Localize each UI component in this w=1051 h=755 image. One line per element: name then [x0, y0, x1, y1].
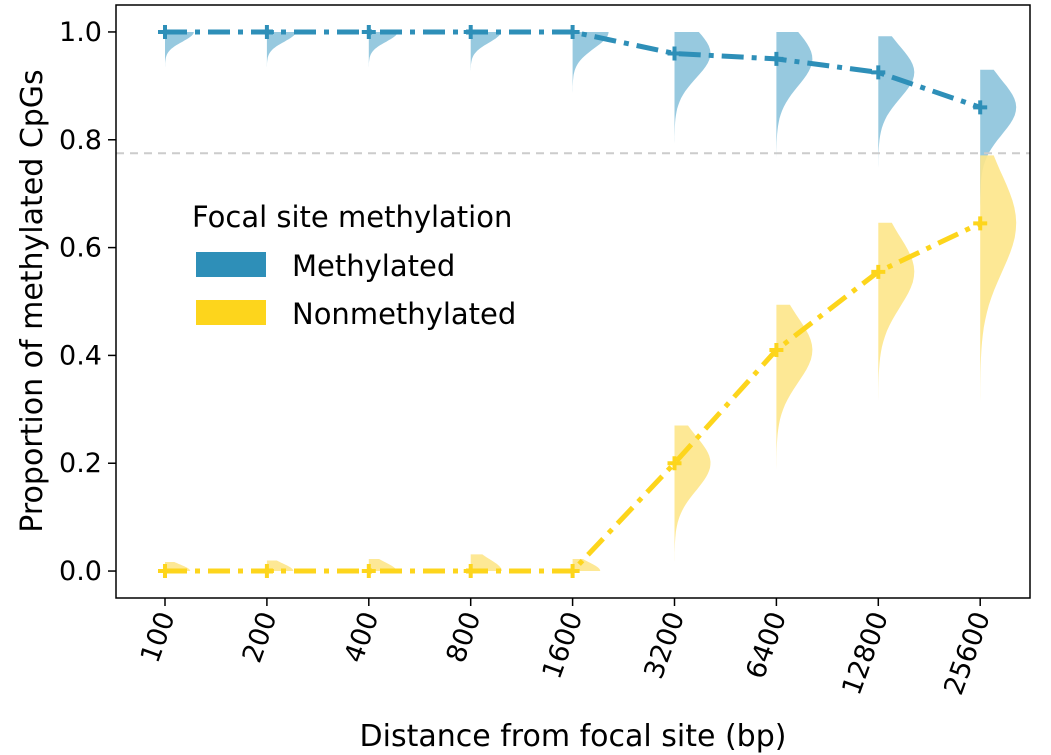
- violin-nonmethylated-800: [470, 554, 502, 571]
- legend-swatch-nonmethylated: [196, 300, 266, 325]
- y-tick-label: 1.0: [59, 17, 102, 48]
- marker-nonmethylated-200: [259, 564, 274, 579]
- marker-nonmethylated-3200: [667, 456, 682, 471]
- violin-nonmethylated-12800: [878, 222, 915, 483]
- legend-label-methylated: Methylated: [292, 249, 455, 283]
- marker-methylated-3200: [667, 46, 682, 61]
- y-tick-label: 0.2: [59, 448, 102, 479]
- marker-nonmethylated-800: [463, 564, 478, 579]
- marker-nonmethylated-1600: [565, 564, 580, 579]
- violin-methylated-3200: [674, 32, 711, 200]
- y-tick-label: 0.6: [59, 233, 102, 264]
- violin-methylated-100: [165, 32, 194, 91]
- violin-methylated-400: [368, 32, 398, 91]
- marker-methylated-25600: [973, 100, 988, 115]
- legend-title: Focal site methylation: [192, 200, 512, 234]
- marker-methylated-100: [158, 24, 172, 39]
- violin-nonmethylated-400: [368, 559, 397, 571]
- marker-methylated-1600: [565, 24, 580, 39]
- y-axis: 0.0 0.2 0.4 0.6 0.8 1.0: [59, 17, 116, 587]
- marker-methylated-6400: [769, 51, 784, 66]
- series-layer: [158, 24, 988, 579]
- marker-nonmethylated-100: [158, 564, 172, 579]
- legend-label-nonmethylated: Nonmethylated: [292, 297, 516, 331]
- violin-nonmethylated-3200: [674, 425, 711, 571]
- violin-methylated-25600: [980, 69, 1017, 270]
- y-tick-label: 0.0: [59, 556, 102, 587]
- marker-methylated-800: [463, 24, 478, 39]
- legend: Focal site methylation Methylated Nonmet…: [192, 200, 516, 331]
- marker-nonmethylated-400: [361, 564, 376, 579]
- x-axis-label: Distance from focal site (bp): [360, 719, 787, 754]
- violin-methylated-6400: [776, 32, 813, 221]
- marker-methylated-200: [259, 24, 274, 39]
- violin-nonmethylated-200: [266, 560, 294, 571]
- legend-swatch-methylated: [196, 252, 266, 277]
- marker-nonmethylated-6400: [769, 343, 784, 358]
- y-tick-label: 0.4: [59, 340, 102, 371]
- violin-nonmethylated-6400: [776, 304, 813, 545]
- violin-methylated-1600: [572, 32, 609, 129]
- violin-methylated-800: [470, 32, 501, 97]
- marker-methylated-12800: [871, 65, 886, 80]
- y-axis-label: Proportion of methylated CpGs: [15, 69, 50, 532]
- marker-nonmethylated-12800: [871, 264, 886, 279]
- y-tick-label: 0.8: [59, 125, 102, 156]
- marker-nonmethylated-25600: [973, 216, 988, 231]
- violin-methylated-200: [266, 32, 296, 91]
- violin-nonmethylated-25600: [980, 155, 1017, 515]
- marker-methylated-400: [361, 24, 376, 39]
